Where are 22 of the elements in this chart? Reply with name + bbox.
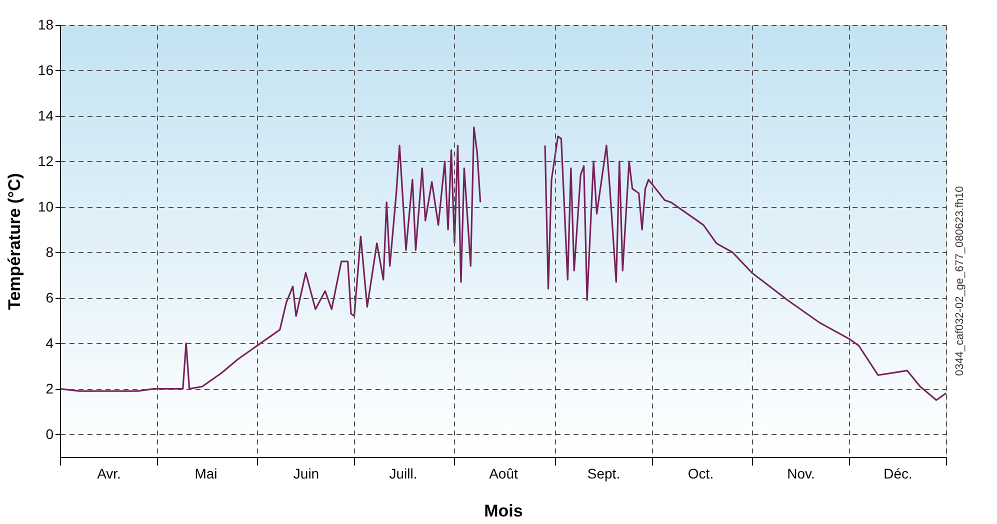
x-tick-label: Juin — [293, 466, 320, 482]
x-tick-label: Sept. — [587, 466, 620, 482]
x-tick-label: Juill. — [389, 466, 418, 482]
x-tick-label: Oct. — [688, 466, 714, 482]
x-tick-label: Mai — [194, 466, 218, 482]
y-axis-title: Température (°C) — [4, 173, 24, 310]
y-tick-label: 10 — [38, 198, 54, 214]
y-tick-label: 2 — [46, 380, 54, 396]
x-tick-label: Nov. — [787, 466, 815, 482]
x-tick-label: Avr. — [97, 466, 121, 482]
y-tick-label: 16 — [38, 62, 54, 78]
y-tick-label: 18 — [38, 16, 54, 32]
x-axis-title: Mois — [484, 502, 523, 520]
y-tick-label: 0 — [46, 426, 54, 442]
y-tick-label: 6 — [46, 289, 54, 306]
x-tick-label: Déc. — [884, 466, 912, 482]
text: 0344_caf032-02_ge_677_080623.fh10 — [954, 186, 966, 376]
y-tick-label: 12 — [38, 152, 54, 169]
x-tick-label: Août — [489, 466, 518, 482]
y-tick-label: 4 — [46, 334, 54, 351]
y-tick-label: 14 — [38, 107, 54, 124]
y-tick-label: 8 — [46, 244, 54, 260]
